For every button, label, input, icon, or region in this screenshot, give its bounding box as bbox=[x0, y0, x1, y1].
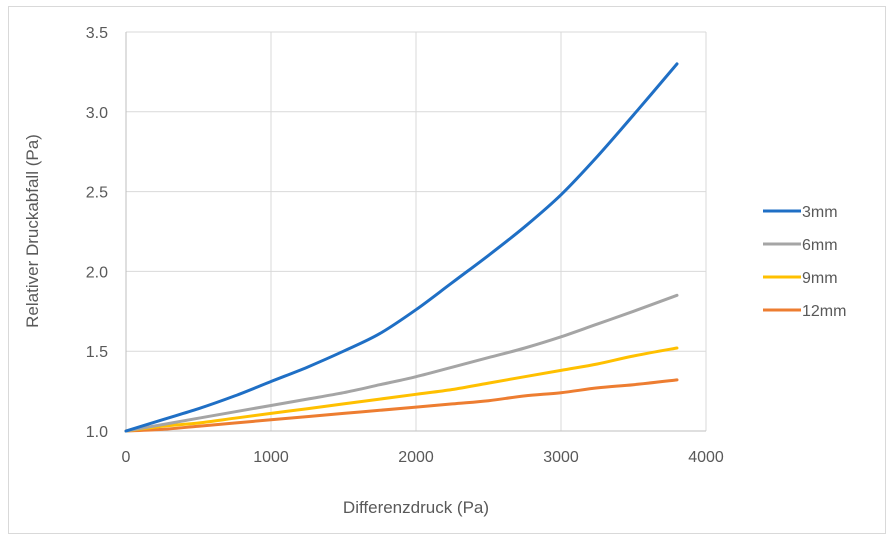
y-tick-label: 1.0 bbox=[86, 424, 108, 441]
y-tick-label: 2.5 bbox=[86, 185, 108, 202]
series-lines bbox=[124, 62, 679, 433]
y-tick-label: 3.5 bbox=[86, 25, 108, 42]
axes bbox=[125, 32, 706, 432]
y-tick-label: 1.5 bbox=[86, 344, 108, 361]
tick-labels: 1.0 1.5 2.0 2.5 3.0 3.5 0 1000 2000 3000 4000 bbox=[86, 25, 724, 466]
x-tick-label: 0 bbox=[122, 449, 131, 466]
x-axis-title: Differenzdruck (Pa) bbox=[343, 498, 489, 517]
grid bbox=[126, 31, 707, 431]
x-tick-label: 1000 bbox=[253, 449, 289, 466]
legend-label-6mm: 6mm bbox=[802, 237, 838, 254]
series-line-6mm bbox=[124, 293, 679, 433]
x-tick-label: 3000 bbox=[543, 449, 579, 466]
legend: 3mm 6mm 9mm 12mm bbox=[763, 204, 846, 320]
x-tick-label: 4000 bbox=[688, 449, 724, 466]
series-line-12mm bbox=[124, 378, 679, 433]
legend-label-12mm: 12mm bbox=[802, 303, 846, 320]
y-tick-label: 3.0 bbox=[86, 105, 108, 122]
series-line-9mm bbox=[124, 346, 679, 433]
chart-frame bbox=[8, 6, 886, 534]
y-tick-label: 2.0 bbox=[86, 264, 108, 281]
series-line-3mm bbox=[124, 62, 679, 433]
y-axis-title: Relativer Druckabfall (Pa) bbox=[23, 134, 42, 328]
x-tick-label: 2000 bbox=[398, 449, 434, 466]
legend-label-3mm: 3mm bbox=[802, 204, 838, 221]
legend-label-9mm: 9mm bbox=[802, 270, 838, 287]
